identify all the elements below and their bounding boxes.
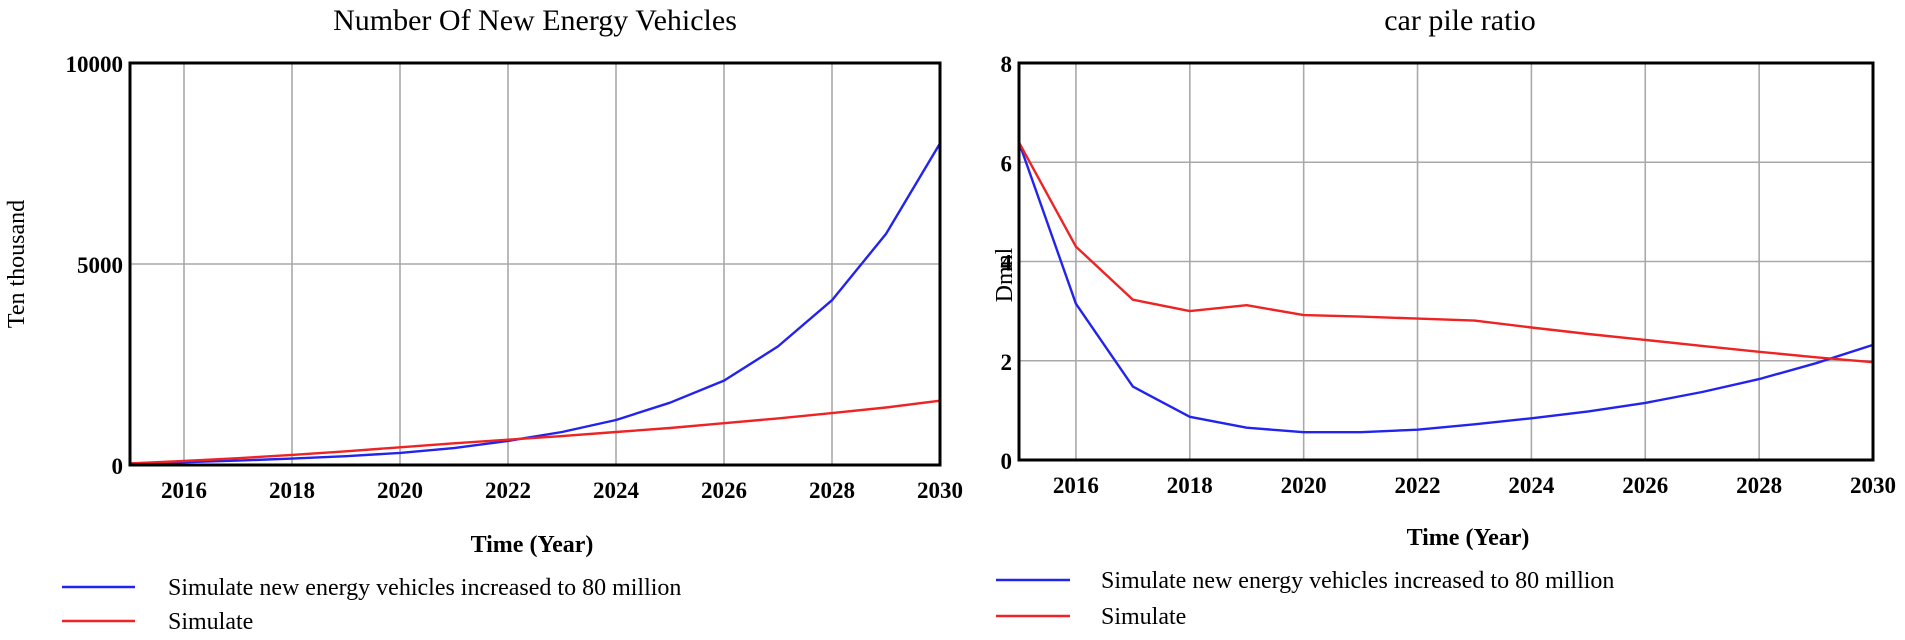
x-tick-label: 2020 [1281,473,1327,498]
x-tick-label: 2030 [917,478,963,503]
series-line-scenario [1017,142,1874,434]
y-tick-label: 8 [1001,52,1013,77]
x-tick-label: 2024 [593,478,640,503]
y-axis-label: Ten thousand [4,200,30,328]
legend: Simulate new energy vehicles increased t… [996,568,1614,630]
x-tick-label: 2022 [485,478,531,503]
y-tick-label: 5000 [77,253,123,278]
y-tick-label: 4 [1001,251,1013,276]
chart-title: car pile ratio [1384,4,1536,37]
plot-frame [128,61,942,467]
legend-entry: Simulate [1101,604,1186,630]
x-tick-label: 2022 [1395,473,1441,498]
x-tick-label: 2026 [1622,473,1668,498]
legend: Simulate new energy vehicles increased t… [62,575,681,635]
x-tick-label: 2016 [161,478,207,503]
x-tick-label: 2020 [377,478,423,503]
x-tick-label: 2016 [1053,473,1099,498]
y-tick-label: 6 [1001,151,1013,176]
chart-nev: Number Of New Energy Vehicles 2016 2018 202… [4,4,963,635]
series-line-simulate [1017,141,1874,364]
x-tick-label: 2030 [1850,473,1896,498]
series-line-simulate [129,399,941,465]
y-tick-label: 0 [112,454,124,479]
x-tick-label: 2026 [701,478,747,503]
x-tick-label: 2028 [809,478,855,503]
gridlines [1019,63,1873,460]
y-axis-label: Dmnl [992,247,1018,302]
gridlines [130,63,940,465]
y-tick-label: 2 [1001,350,1013,375]
legend-entry: Simulate new energy vehicles increased t… [1101,568,1614,594]
plot-frame [1017,61,1875,462]
chart-title: Number Of New Energy Vehicles [333,4,737,37]
series-line-scenario [129,142,942,465]
x-axis-label: Time (Year) [1407,525,1530,551]
x-tick-label: 2018 [1167,473,1213,498]
legend-entry: Simulate new energy vehicles increased t… [168,575,681,601]
x-tick-label: 2028 [1736,473,1782,498]
legend-entry: Simulate [168,609,253,635]
x-tick-label: 2018 [269,478,315,503]
x-tick-label: 2024 [1508,473,1555,498]
y-tick-label: 10000 [66,52,124,77]
y-tick-label: 0 [1001,449,1013,474]
x-axis-label: Time (Year) [471,532,594,558]
